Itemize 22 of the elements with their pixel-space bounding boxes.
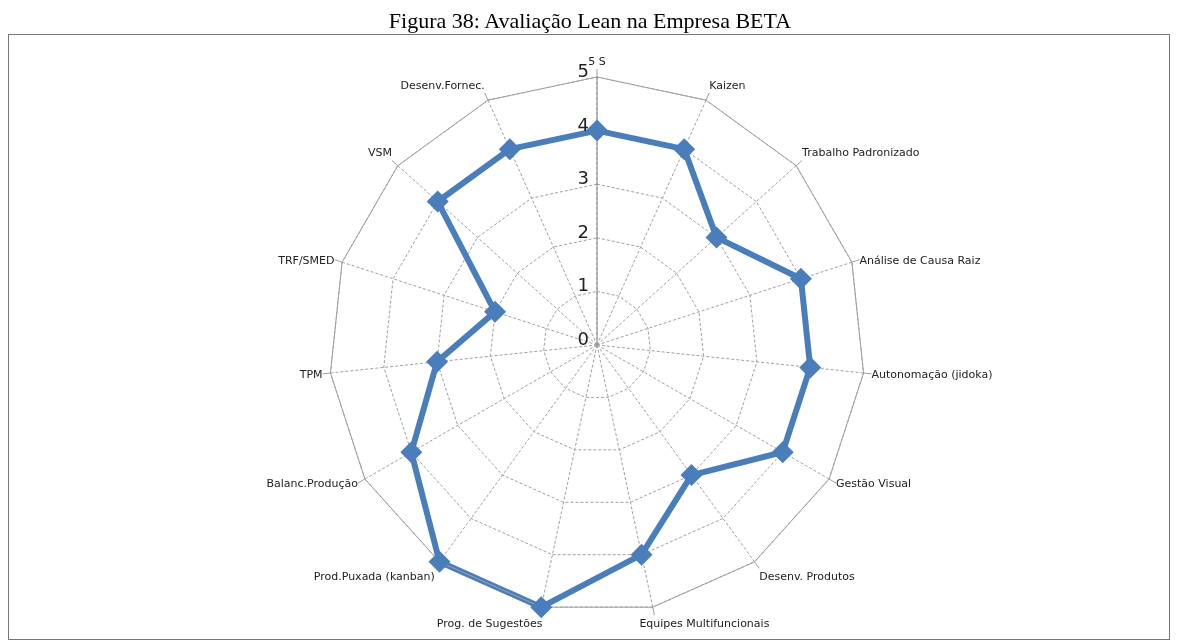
spoke-label: Desenv.Fornec.: [400, 78, 485, 92]
spoke-label: Análise de Causa Raiz: [859, 253, 981, 267]
spoke-label: Autonomação (jidoka): [871, 367, 993, 381]
spoke-label: TPM: [298, 367, 323, 381]
spoke-label: Trabalho Padronizado: [801, 146, 920, 160]
spoke-label: Gestão Visual: [836, 477, 912, 490]
spoke-label: Desenv. Produtos: [759, 570, 856, 584]
spoke-label: VSM: [367, 146, 392, 160]
y-tick-label: 1: [577, 274, 589, 296]
y-tick-label: 3: [577, 167, 589, 189]
spoke-label: Equipes Multifuncionais: [639, 616, 770, 630]
spoke-label: Balanc.Produção: [266, 477, 359, 490]
spoke-label: Prog. de Sugestões: [436, 616, 543, 630]
y-tick-label: 2: [577, 220, 589, 242]
spoke-label: Prod.Puxada (kanban): [313, 570, 435, 584]
spoke-label: Kaizen: [709, 78, 746, 92]
spoke-label: TRF/SMED: [277, 253, 335, 267]
y-tick-label: 5: [577, 60, 589, 81]
y-tick-label: 4: [577, 113, 589, 135]
spoke-label: 5 S: [588, 55, 606, 68]
y-tick-label: 0: [577, 328, 589, 349]
chart-title: Figura 38: Avaliação Lean na Empresa BETA: [387, 8, 793, 34]
